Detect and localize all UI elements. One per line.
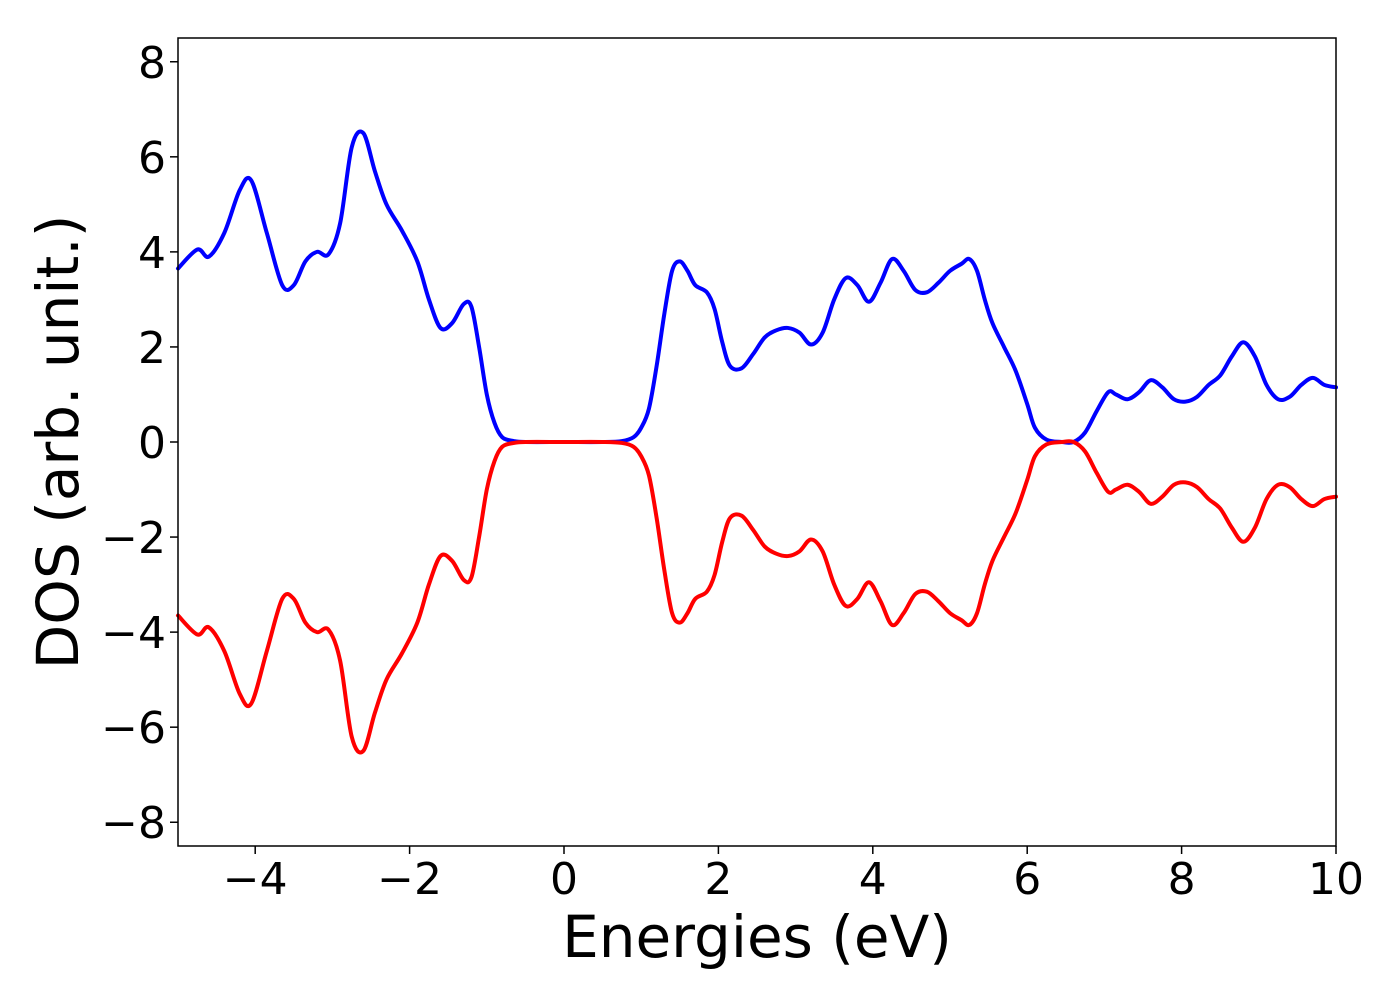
x-tick-label: −4 (223, 854, 288, 905)
series-line-negative (176, 439, 1338, 755)
x-axis-label: Energies (eV) (562, 903, 952, 971)
series-layer (176, 129, 1338, 755)
x-tick-label: 8 (1168, 854, 1196, 905)
y-tick-label: −2 (101, 513, 166, 564)
y-axis-ticks: 8 6 4 2 0 −2 −4 −6 −8 (101, 38, 178, 849)
y-tick-label: −8 (101, 798, 166, 849)
y-tick-label: 6 (138, 133, 166, 184)
y-tick-label: 8 (138, 38, 166, 89)
y-tick-label: 0 (138, 418, 166, 469)
x-tick-label: 4 (859, 854, 887, 905)
x-tick-label: 10 (1308, 854, 1364, 905)
x-tick-label: 6 (1013, 854, 1041, 905)
y-tick-label: −4 (101, 608, 166, 659)
y-tick-label: 4 (138, 228, 166, 279)
x-axis-ticks: −4 −2 0 2 4 6 8 10 (223, 846, 1364, 905)
y-tick-label: −6 (101, 703, 166, 754)
x-tick-label: 2 (704, 854, 732, 905)
y-axis-label: DOS (arb. unit.) (24, 215, 92, 670)
y-tick-label: 2 (138, 323, 166, 374)
x-tick-label: −2 (377, 854, 442, 905)
x-tick-label: 0 (550, 854, 578, 905)
series-line-positive (176, 129, 1338, 445)
